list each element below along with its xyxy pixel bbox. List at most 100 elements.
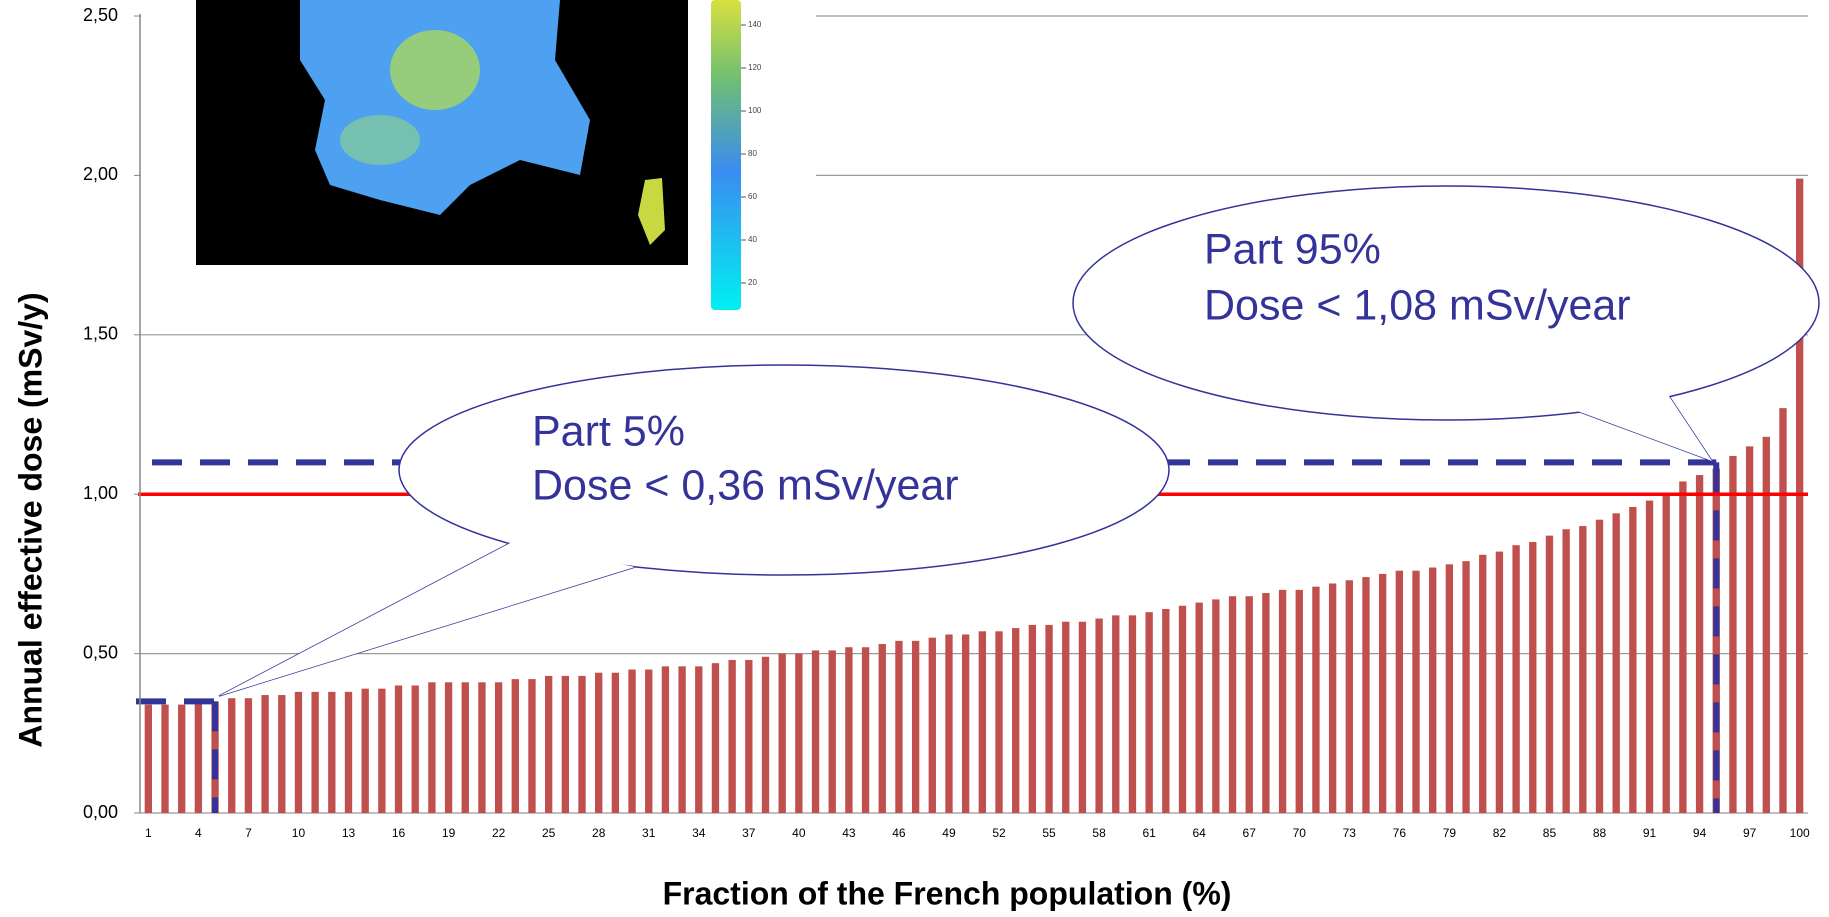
bar bbox=[728, 659, 736, 813]
x-tick-label: 13 bbox=[342, 826, 356, 840]
bar bbox=[244, 698, 253, 813]
bar bbox=[561, 675, 570, 813]
bar bbox=[1278, 589, 1287, 813]
y-tick-label: 0,50 bbox=[83, 642, 118, 662]
bar bbox=[1695, 475, 1704, 813]
bar bbox=[1162, 608, 1170, 813]
bar bbox=[1195, 602, 1203, 813]
bar bbox=[811, 650, 820, 813]
bar bbox=[695, 666, 703, 813]
bar bbox=[1562, 529, 1570, 813]
callout-text: Dose < 1,08 mSv/year bbox=[1204, 281, 1631, 329]
bar bbox=[645, 669, 653, 813]
bar bbox=[1062, 621, 1070, 813]
bar bbox=[144, 704, 153, 813]
x-tick-label: 70 bbox=[1293, 826, 1307, 840]
x-tick-label: 73 bbox=[1343, 826, 1357, 840]
bar bbox=[1295, 589, 1303, 813]
bar bbox=[1629, 506, 1637, 813]
callout-text: Dose < 0,36 mSv/year bbox=[532, 461, 959, 509]
bar bbox=[494, 682, 503, 813]
x-tick-label: 16 bbox=[392, 826, 406, 840]
callout-text: Part 95% bbox=[1204, 225, 1381, 273]
x-tick-label: 19 bbox=[442, 826, 456, 840]
x-tick-label: 94 bbox=[1693, 826, 1707, 840]
bar bbox=[1145, 612, 1153, 813]
bar bbox=[1495, 551, 1504, 813]
bar bbox=[1462, 561, 1470, 813]
bar bbox=[1479, 554, 1487, 813]
bar bbox=[628, 669, 636, 813]
bar bbox=[878, 644, 886, 813]
y-axis-title: Annual effective dose (mSv/y) bbox=[12, 292, 48, 747]
x-tick-label: 64 bbox=[1193, 826, 1207, 840]
bar bbox=[1212, 599, 1220, 813]
callout bbox=[398, 364, 1170, 576]
x-tick-label: 85 bbox=[1543, 826, 1557, 840]
bar bbox=[1712, 468, 1720, 813]
bar bbox=[444, 682, 453, 813]
bar bbox=[1545, 535, 1554, 813]
x-tick-label: 55 bbox=[1042, 826, 1056, 840]
bar bbox=[928, 637, 936, 813]
bar bbox=[411, 685, 419, 813]
inset-scale-label: 80 bbox=[748, 149, 757, 158]
bar bbox=[578, 675, 586, 813]
x-tick-label: 97 bbox=[1743, 826, 1757, 840]
bar bbox=[778, 653, 786, 813]
x-tick-label: 28 bbox=[592, 826, 606, 840]
bar bbox=[1078, 621, 1087, 813]
x-tick-label: 88 bbox=[1593, 826, 1607, 840]
bar bbox=[178, 704, 186, 813]
bar bbox=[1128, 615, 1137, 813]
bar bbox=[1579, 526, 1587, 813]
x-tick-label: 67 bbox=[1243, 826, 1257, 840]
inset-scale-label: 40 bbox=[748, 235, 757, 244]
bar bbox=[1762, 436, 1770, 813]
bar bbox=[344, 691, 353, 813]
bar bbox=[661, 666, 670, 813]
inset-scale-label: 100 bbox=[748, 106, 762, 115]
bar bbox=[995, 631, 1003, 813]
bar bbox=[261, 695, 269, 813]
x-tick-label: 91 bbox=[1643, 826, 1657, 840]
bar bbox=[1045, 624, 1053, 813]
bar bbox=[378, 688, 386, 813]
callout-joint bbox=[1526, 375, 1712, 461]
bar bbox=[1345, 580, 1353, 813]
bar bbox=[1028, 624, 1037, 813]
bar bbox=[478, 682, 486, 813]
bar bbox=[1429, 567, 1437, 813]
bar bbox=[611, 672, 620, 813]
y-tick-label: 2,50 bbox=[83, 5, 118, 25]
bar bbox=[278, 695, 286, 813]
x-tick-label: 1 bbox=[145, 826, 152, 840]
x-tick-label: 4 bbox=[195, 826, 202, 840]
bar bbox=[1228, 596, 1237, 813]
bar bbox=[1412, 570, 1420, 813]
bar bbox=[1112, 615, 1120, 813]
bar bbox=[1312, 586, 1320, 813]
bar bbox=[828, 650, 836, 813]
bar bbox=[845, 647, 853, 813]
bar bbox=[228, 698, 236, 813]
bar bbox=[1378, 573, 1387, 813]
x-tick-label: 58 bbox=[1092, 826, 1106, 840]
x-tick-label: 43 bbox=[842, 826, 856, 840]
bar bbox=[1662, 494, 1670, 813]
bar bbox=[761, 656, 770, 813]
x-tick-label: 22 bbox=[492, 826, 506, 840]
bar bbox=[461, 682, 469, 813]
bar bbox=[861, 647, 870, 813]
y-tick-label: 0,00 bbox=[83, 802, 118, 822]
inset-scale-label: 140 bbox=[748, 20, 762, 29]
x-tick-label: 61 bbox=[1142, 826, 1156, 840]
bar bbox=[544, 675, 553, 813]
callout-joint bbox=[219, 542, 635, 696]
bar bbox=[194, 701, 203, 813]
bar bbox=[595, 672, 603, 813]
bar bbox=[1529, 542, 1537, 813]
bar bbox=[311, 691, 319, 813]
x-tick-label: 82 bbox=[1493, 826, 1507, 840]
